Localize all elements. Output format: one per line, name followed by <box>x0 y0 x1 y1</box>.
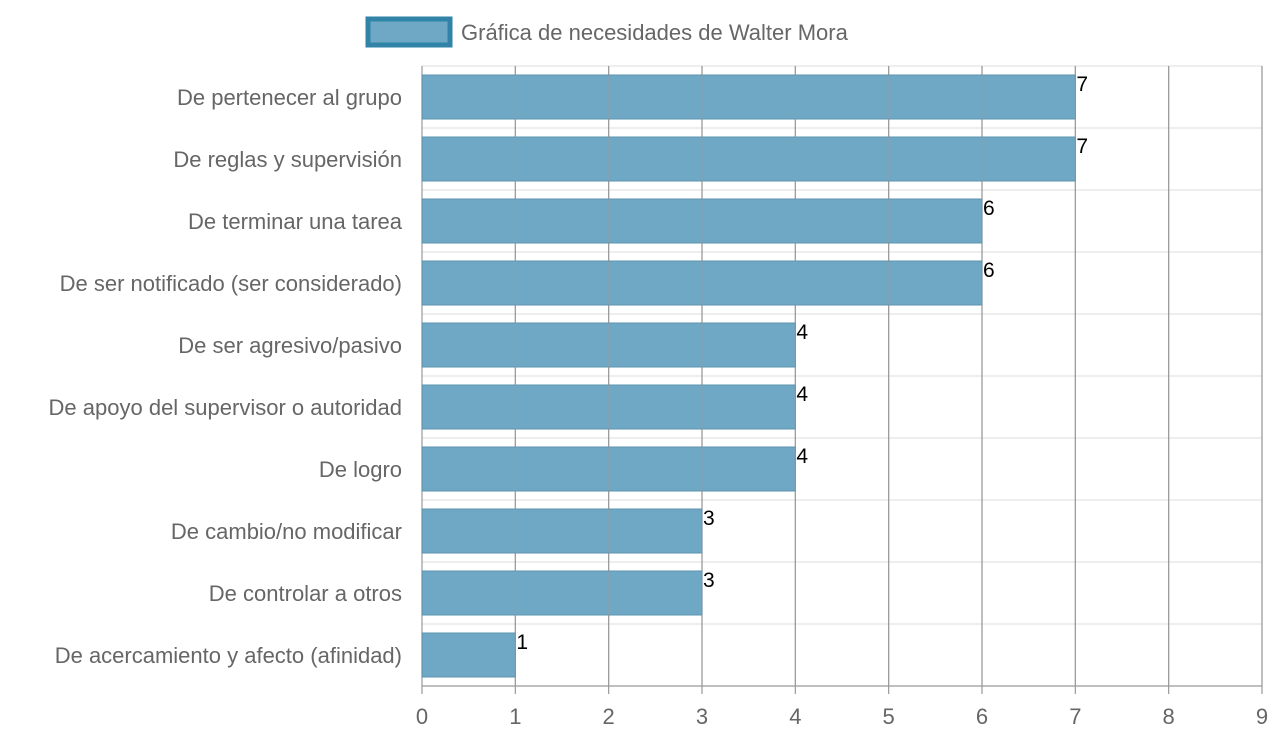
x-tick-label: 5 <box>883 704 895 729</box>
category-label: De pertenecer al grupo <box>177 85 402 110</box>
x-tick-label: 3 <box>696 704 708 729</box>
bar[interactable] <box>421 136 1076 182</box>
bar[interactable] <box>421 508 703 554</box>
bars <box>421 66 1263 686</box>
category-label: De controlar a otros <box>209 581 402 606</box>
category-label: De ser notificado (ser considerado) <box>60 271 402 296</box>
bar[interactable] <box>421 322 796 368</box>
bar[interactable] <box>421 198 983 244</box>
category-label: De cambio/no modificar <box>171 519 402 544</box>
bar[interactable] <box>421 74 1076 120</box>
x-tick-label: 4 <box>789 704 801 729</box>
bar[interactable] <box>421 446 796 492</box>
value-labels: 7 7 6 6 4 4 4 3 3 1 <box>516 73 1088 654</box>
category-label: De apoyo del supervisor o autoridad <box>49 395 402 420</box>
bar[interactable] <box>421 632 516 678</box>
category-label: De terminar una tarea <box>188 209 403 234</box>
x-tick-label: 6 <box>976 704 988 729</box>
data-label: 3 <box>703 569 715 592</box>
data-label: 3 <box>703 507 715 530</box>
x-tick-label: 8 <box>1163 704 1175 729</box>
category-labels: De pertenecer al grupo De reglas y superv… <box>49 85 403 668</box>
bar[interactable] <box>421 570 703 616</box>
category-label: De ser agresivo/pasivo <box>178 333 402 358</box>
legend[interactable]: Gráfica de necesidades de Walter Mora <box>365 16 849 48</box>
category-label: De reglas y supervisión <box>173 147 402 172</box>
data-label: 6 <box>983 259 995 282</box>
category-label: De logro <box>319 457 402 482</box>
x-tick-label: 7 <box>1069 704 1081 729</box>
data-label: 7 <box>1076 73 1088 96</box>
category-label: De acercamiento y afecto (afinidad) <box>55 643 402 668</box>
x-tick-label: 9 <box>1256 704 1268 729</box>
x-tick-label: 0 <box>416 704 428 729</box>
data-label: 4 <box>796 445 808 468</box>
x-tick-label: 2 <box>603 704 615 729</box>
x-axis-ticks: 0 1 2 3 4 5 6 7 8 9 <box>416 704 1268 729</box>
data-label: 6 <box>983 197 995 220</box>
data-label: 4 <box>796 321 808 344</box>
x-tick-label: 1 <box>509 704 521 729</box>
legend-swatch[interactable] <box>365 16 453 48</box>
bar[interactable] <box>421 260 983 306</box>
data-label: 4 <box>796 383 808 406</box>
data-label: 7 <box>1076 135 1088 158</box>
legend-label[interactable]: Gráfica de necesidades de Walter Mora <box>461 20 849 45</box>
bar[interactable] <box>421 384 796 430</box>
data-label: 1 <box>516 631 528 654</box>
